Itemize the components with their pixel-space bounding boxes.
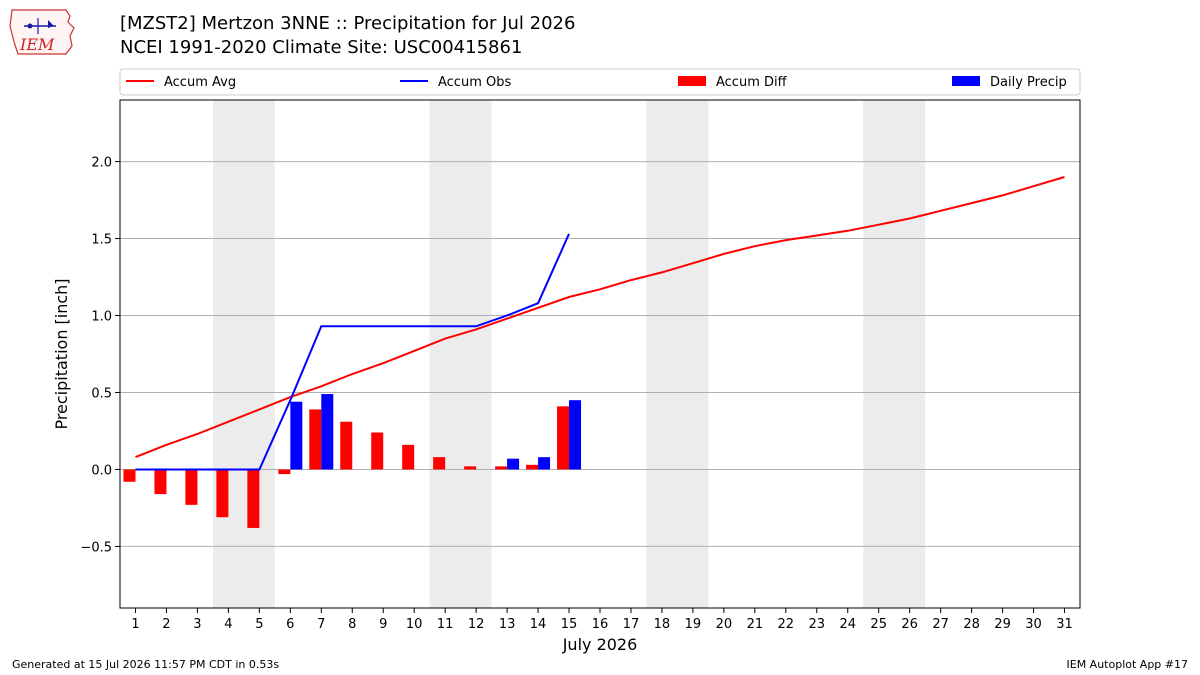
x-tick-label: 24 [839,617,856,632]
x-tick-label: 3 [193,617,201,632]
x-tick-label: 13 [499,617,516,632]
x-tick-label: 22 [778,617,795,632]
y-tick-label: 2.0 [91,156,112,171]
chart-title: [MZST2] Mertzon 3NNE :: Precipitation fo… [120,13,576,34]
x-tick-label: 19 [685,617,702,632]
legend-accum-avg-label: Accum Avg [164,75,236,90]
accum-avg-line [135,176,1065,459]
legend-daily-precip-swatch [952,76,980,86]
iem-logo: IEM [8,6,80,60]
y-tick-label: 1.5 [91,233,112,248]
accum-diff-bar [185,469,198,505]
accum-diff-bar [247,469,260,528]
y-tick-label: 0.5 [91,386,112,401]
accum-diff-bar [557,406,570,470]
x-tick-label: 16 [592,617,609,632]
legend-accum-diff-label: Accum Diff [716,75,788,90]
x-tick-label: 17 [623,617,640,632]
daily-precip-bar [507,458,520,470]
accum-diff-bar [340,421,353,470]
x-tick-label: 4 [224,617,232,632]
accum-diff-bar [526,464,539,470]
accum-diff-bar [433,457,446,470]
weekend-band [429,100,492,608]
x-tick-label: 10 [406,617,423,632]
x-tick-label: 12 [468,617,485,632]
y-tick-label: −0.5 [80,540,112,555]
accum-diff-bar [309,409,322,470]
accum-diff-bar [371,432,384,470]
x-tick-label: 23 [809,617,826,632]
x-tick-label: 29 [994,617,1011,632]
x-tick-label: 2 [162,617,170,632]
x-tick-label: 31 [1056,617,1073,632]
x-tick-label: 9 [379,617,387,632]
accum-diff-bar [123,469,136,482]
x-tick-label: 27 [932,617,949,632]
x-tick-label: 28 [963,617,980,632]
legend-accum-obs-label: Accum Obs [438,75,511,90]
x-axis-label: July 2026 [562,635,638,654]
accum-diff-bar [216,469,229,518]
weekend-band [863,100,926,608]
app-label: IEM Autoplot App #17 [1066,658,1189,671]
accum-diff-bar [278,469,291,475]
legend-daily-precip-label: Daily Precip [990,75,1067,90]
y-tick-label: 0.0 [91,463,112,478]
y-tick-label: 1.0 [91,310,112,325]
x-tick-label: 6 [286,617,294,632]
accum-diff-bar [495,466,508,470]
accum-diff-bar [464,466,477,470]
x-tick-label: 8 [348,617,356,632]
x-tick-label: 25 [870,617,887,632]
accum-diff-bar [154,469,167,495]
legend-accum-diff-swatch [678,76,706,86]
y-axis-label: Precipitation [inch] [52,278,71,429]
x-tick-label: 7 [317,617,325,632]
x-tick-label: 26 [901,617,918,632]
legend-box [119,68,1081,96]
iowa-map-icon: IEM [9,9,75,55]
x-tick-label: 30 [1025,617,1042,632]
generated-timestamp: Generated at 15 Jul 2026 11:57 PM CDT in… [12,658,280,671]
logo-text: IEM [19,35,55,54]
x-tick-label: 18 [654,617,671,632]
chart-subtitle: NCEI 1991-2020 Climate Site: USC00415861 [120,37,523,58]
x-tick-label: 21 [747,617,764,632]
x-tick-label: 1 [131,617,139,632]
weekend-band [646,100,709,608]
daily-precip-bar [290,401,303,470]
accum-obs-line [135,233,570,471]
weekend-band [212,100,275,608]
x-tick-label: 11 [437,617,454,632]
x-tick-label: 5 [255,617,263,632]
daily-precip-bar [321,394,334,470]
accum-diff-bar [402,444,415,470]
x-tick-label: 20 [716,617,733,632]
daily-precip-bar [538,457,551,470]
x-tick-label: 15 [561,617,578,632]
daily-precip-bar [569,400,582,470]
x-tick-label: 14 [530,617,547,632]
